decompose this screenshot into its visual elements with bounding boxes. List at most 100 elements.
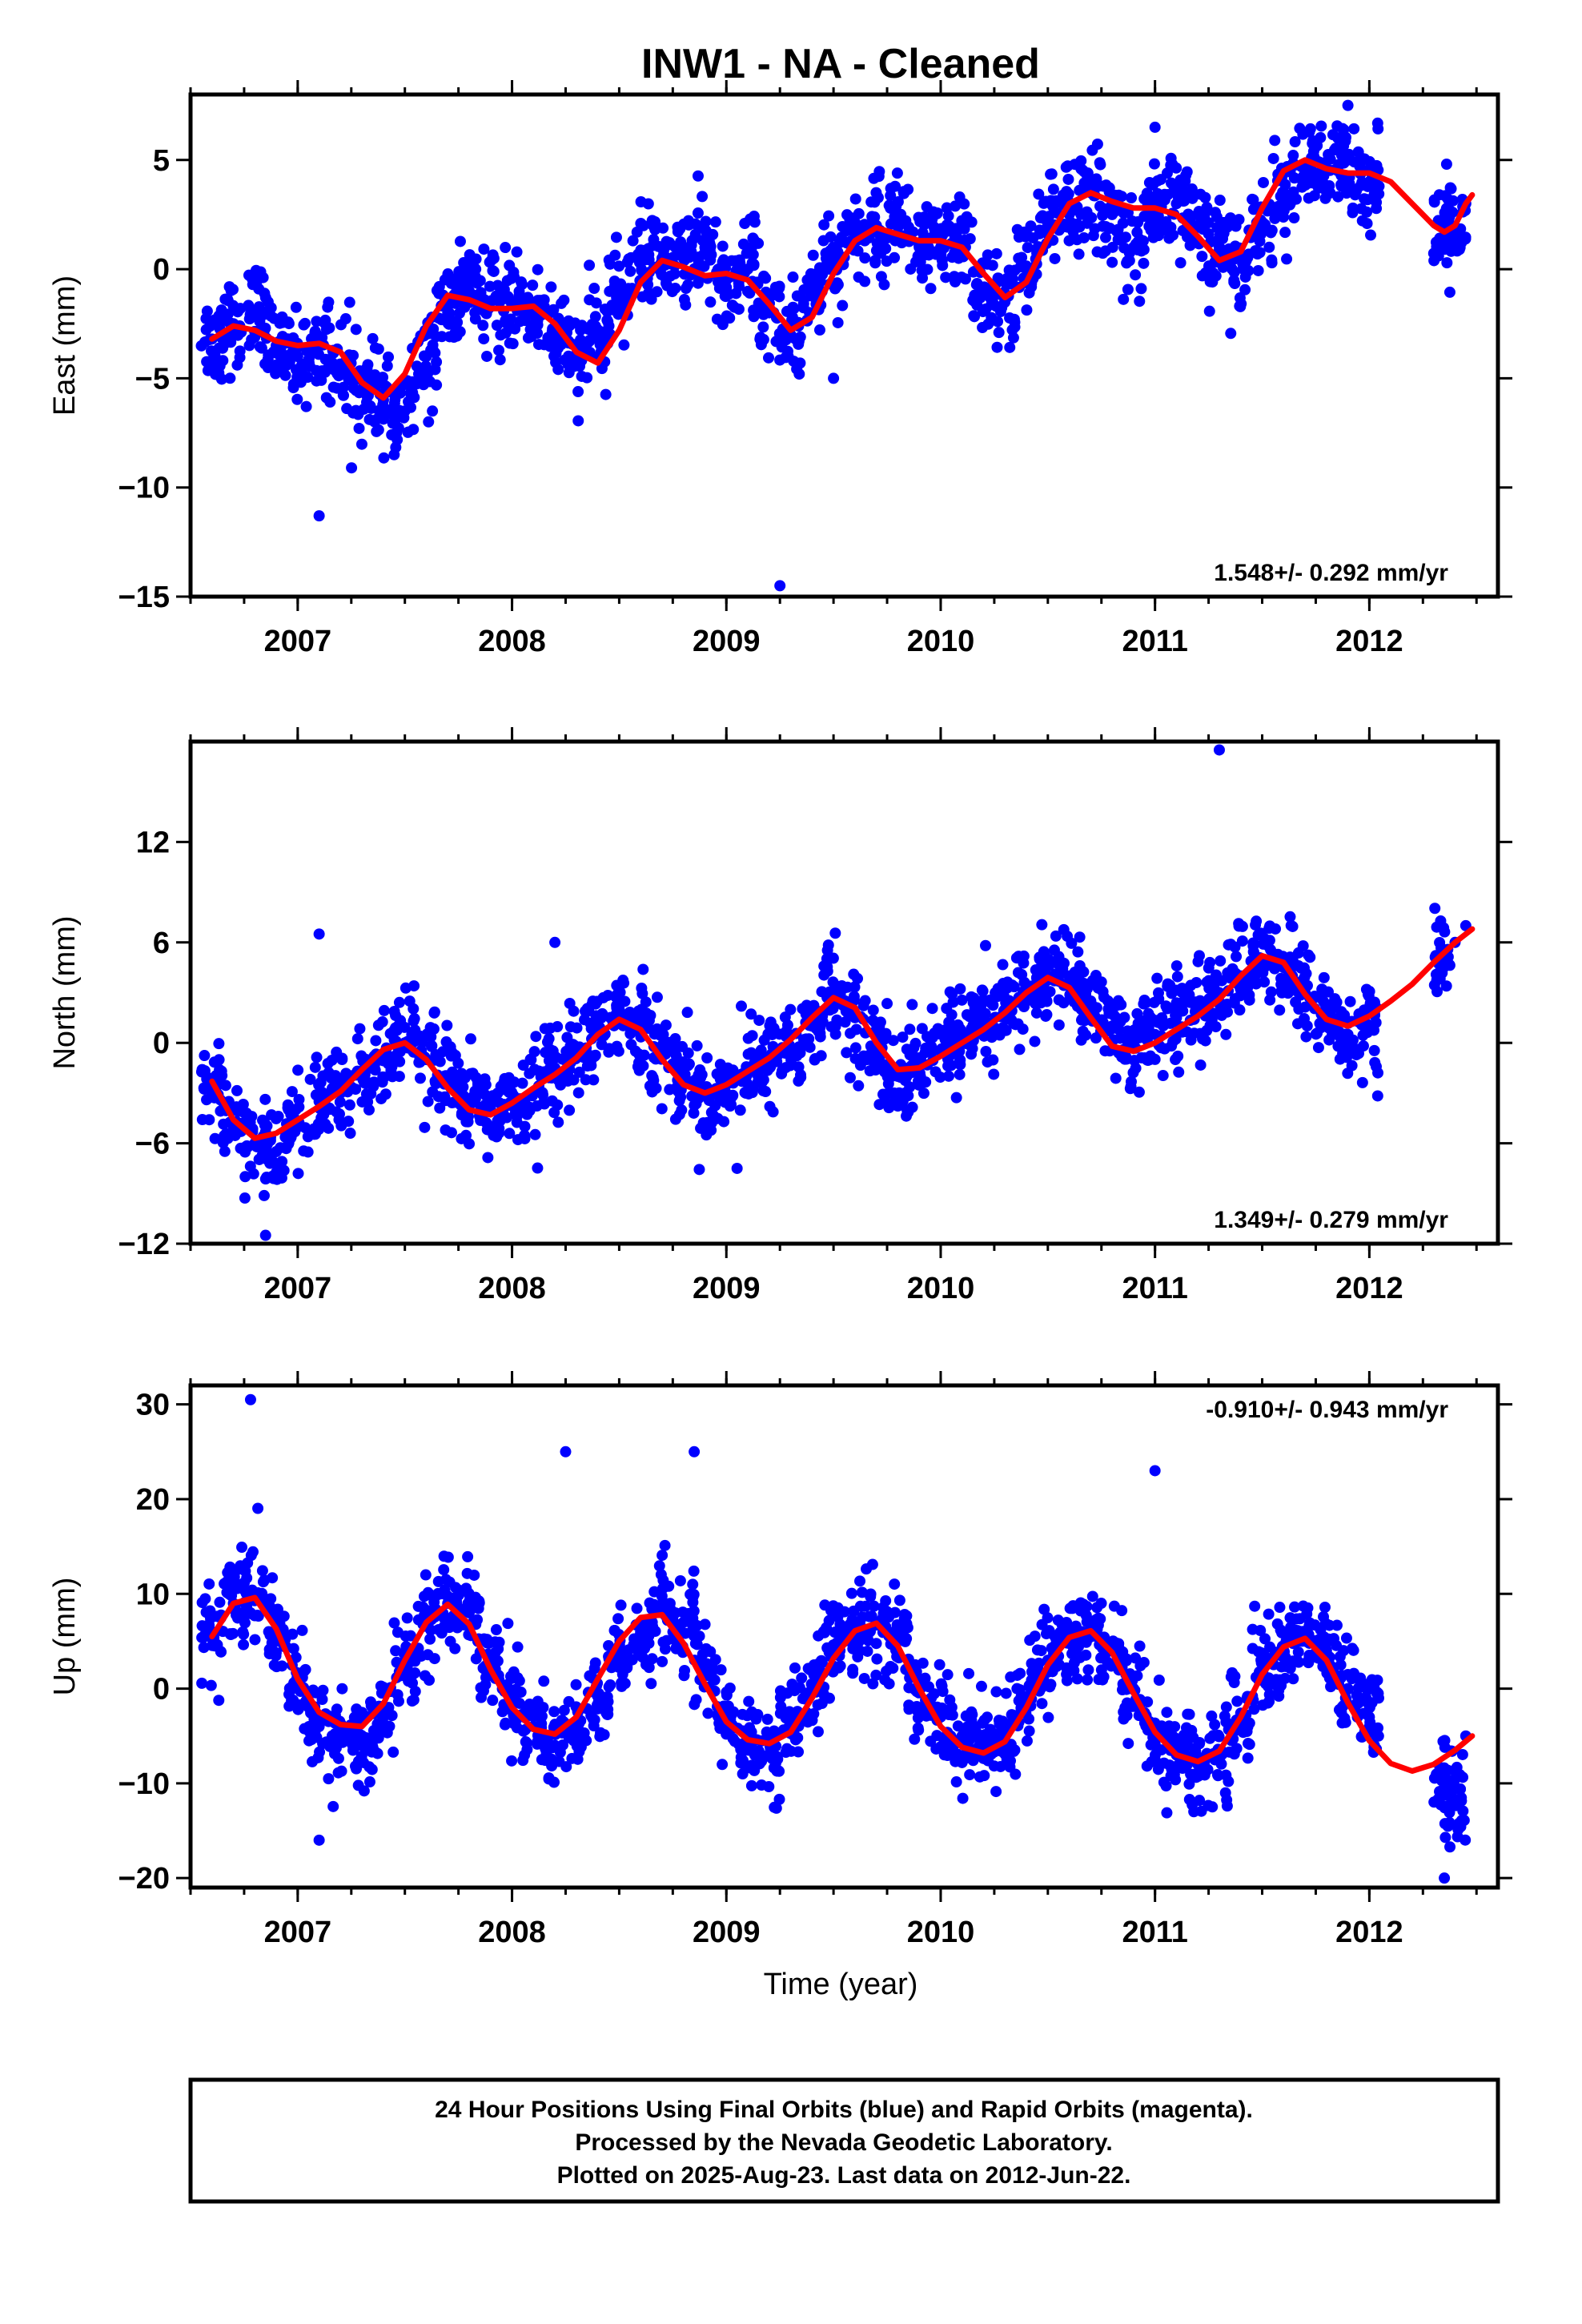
data-point [760, 1086, 772, 1098]
data-point [841, 225, 853, 237]
data-point [355, 438, 367, 450]
data-point [1090, 173, 1102, 185]
data-point [823, 1614, 835, 1626]
data-point [1011, 223, 1023, 235]
data-point [1195, 1059, 1207, 1071]
data-point [997, 959, 1009, 971]
data-point [1134, 296, 1146, 308]
data-point [612, 1045, 624, 1057]
data-point [675, 1091, 687, 1103]
data-point [242, 1557, 254, 1569]
data-point [1233, 918, 1245, 930]
data-point [656, 1103, 668, 1115]
data-point [765, 1016, 777, 1028]
data-point [717, 1759, 729, 1771]
data-point [270, 368, 282, 380]
data-point [764, 1100, 776, 1112]
data-point [798, 283, 810, 296]
data-point [878, 279, 890, 291]
data-point [663, 1580, 675, 1592]
data-point [261, 1153, 273, 1165]
data-point [612, 1613, 624, 1625]
data-point [1036, 919, 1048, 931]
data-point [954, 223, 966, 235]
data-point [602, 1703, 614, 1715]
data-point [1359, 193, 1371, 205]
data-point [549, 936, 561, 948]
data-point [677, 1040, 689, 1052]
data-point [723, 1727, 735, 1739]
data-point [203, 1619, 215, 1631]
data-point [1371, 117, 1383, 129]
data-point [231, 1084, 243, 1096]
data-point [234, 352, 246, 364]
data-point [272, 1111, 284, 1123]
data-point [1071, 218, 1083, 230]
data-point [474, 275, 486, 287]
data-point [336, 1054, 348, 1066]
data-point [1203, 227, 1215, 239]
data-point [1122, 1025, 1134, 1037]
data-point [292, 1699, 304, 1711]
y-tick-label: 0 [153, 1027, 170, 1060]
data-point [509, 323, 521, 335]
data-point [1349, 189, 1361, 201]
data-point [243, 269, 255, 281]
data-point [424, 1675, 436, 1687]
y-tick-label: −6 [135, 1128, 170, 1161]
data-point [569, 317, 581, 329]
data-point [590, 1010, 602, 1022]
data-point [858, 1672, 870, 1684]
data-point [1239, 283, 1251, 296]
data-point [1062, 160, 1074, 172]
data-point [253, 1153, 265, 1165]
data-point [975, 1680, 987, 1692]
data-point [703, 235, 715, 247]
data-point [541, 1036, 553, 1048]
data-point [766, 1028, 778, 1040]
data-point [271, 1603, 283, 1615]
data-point [305, 1707, 317, 1719]
data-point [780, 1747, 792, 1759]
data-point [635, 196, 647, 208]
data-point [940, 271, 952, 283]
data-point [957, 1792, 969, 1804]
data-point [681, 1007, 693, 1019]
data-point [954, 1023, 966, 1035]
data-point [1021, 304, 1033, 316]
data-point [682, 279, 694, 291]
x-tick-label: 2011 [1122, 625, 1187, 658]
data-point [1312, 1042, 1324, 1054]
data-point [1078, 231, 1090, 243]
data-point [1343, 178, 1355, 190]
data-point [1361, 218, 1373, 230]
data-point [1281, 253, 1293, 265]
data-point [1341, 1051, 1353, 1063]
data-point [532, 1162, 544, 1174]
data-point [1080, 180, 1092, 192]
data-point [1270, 923, 1282, 935]
data-point [588, 1074, 600, 1086]
data-point [350, 384, 362, 396]
data-point [452, 316, 464, 328]
data-point [832, 316, 844, 328]
data-point [351, 1703, 363, 1715]
y-tick-label: −20 [118, 1862, 170, 1896]
data-point [1094, 159, 1106, 171]
data-point [313, 928, 325, 940]
data-point [1138, 1015, 1150, 1027]
data-point [237, 1626, 249, 1638]
data-point [1201, 201, 1213, 213]
data-point [1348, 123, 1360, 135]
data-point [1324, 999, 1336, 1011]
data-point [1014, 1667, 1026, 1679]
data-point [1255, 228, 1267, 240]
data-point [492, 1655, 504, 1667]
data-point [1188, 1027, 1200, 1039]
data-point [519, 1749, 531, 1761]
data-point [856, 1586, 868, 1598]
data-point [343, 1116, 355, 1128]
data-point [977, 1717, 989, 1729]
data-point [590, 297, 602, 309]
data-point [1230, 220, 1242, 232]
